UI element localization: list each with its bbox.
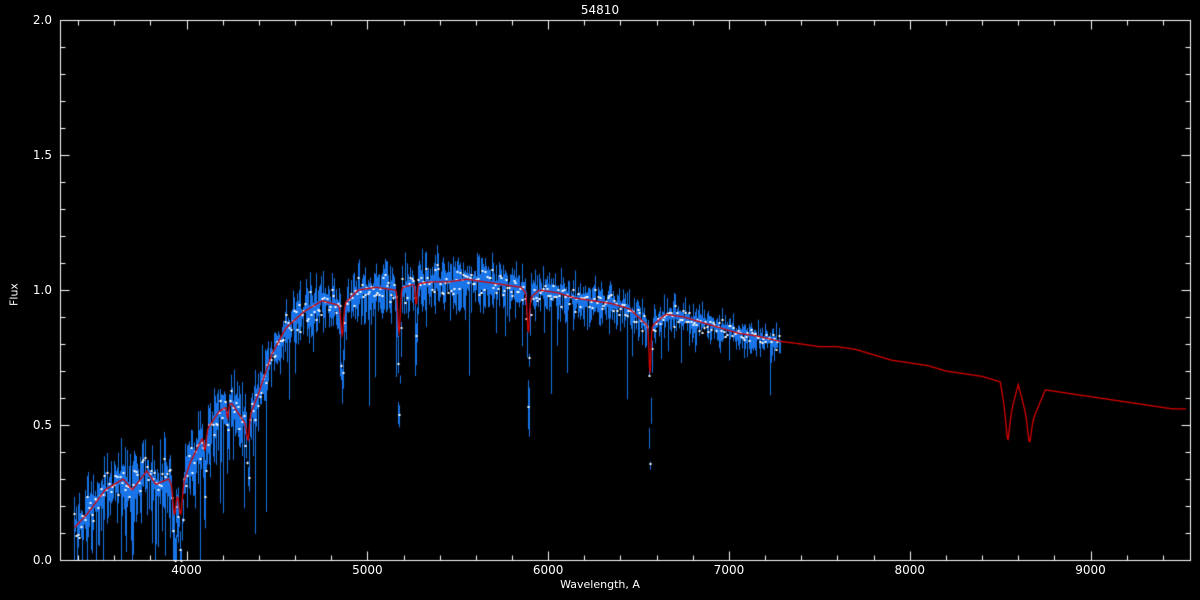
x-axis-label: Wavelength, A [560,578,640,591]
x-tick-label-7000: 7000 [713,563,745,577]
page-title: 54810 [580,3,620,17]
y-tick-label-2.0: 2.0 [32,13,52,27]
x-tick-label-9000: 9000 [1075,563,1106,577]
x-tick-label-6000: 6000 [532,563,564,577]
y-tick-label-1.5: 1.5 [32,148,52,162]
y-tick-label-1.0: 1.0 [32,283,52,297]
y-tick-label-0.0: 0.0 [32,553,52,567]
x-tick-label-4000: 4000 [171,563,202,577]
x-tick-label-8000: 8000 [894,563,926,577]
x-tick-label-5000: 5000 [352,563,383,577]
y-tick-label-0.5: 0.5 [32,418,52,432]
